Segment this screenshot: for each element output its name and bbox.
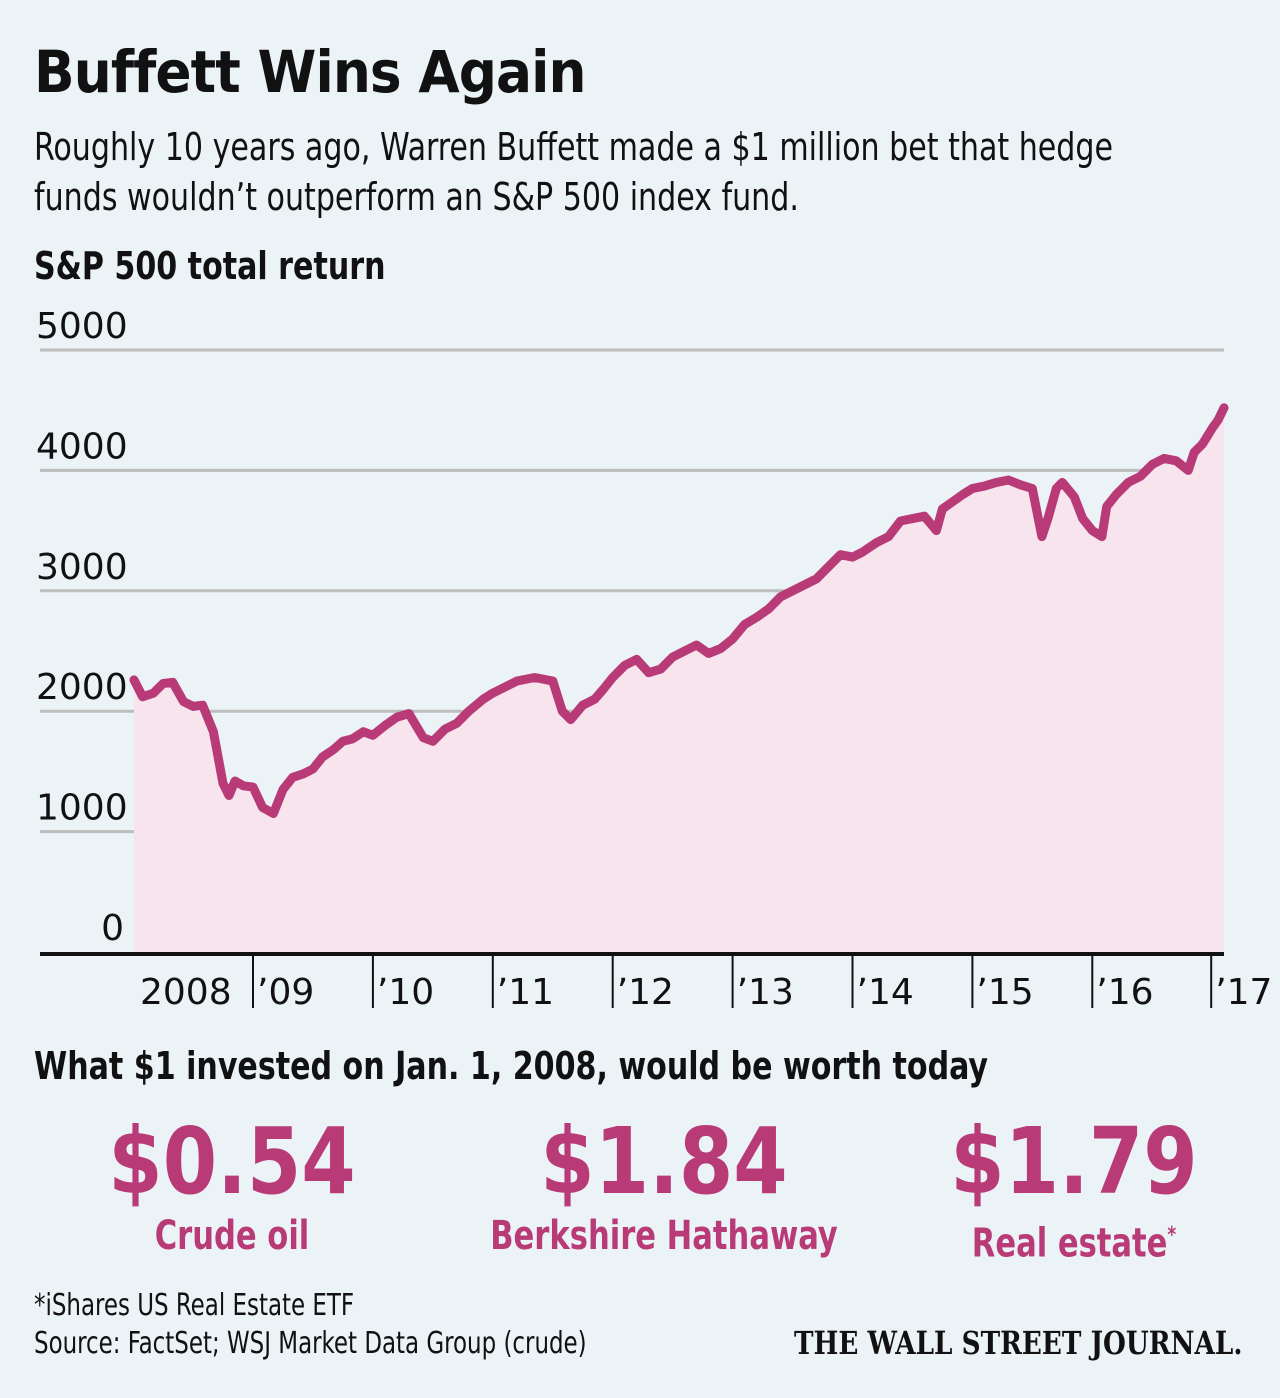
chart-series-label: S&P 500 total return xyxy=(34,244,386,288)
series-line xyxy=(129,403,1229,818)
x-tick-label: ’15 xyxy=(976,972,1033,1013)
stat-label: Berkshire Hathaway xyxy=(477,1212,851,1260)
footnote: *iShares US Real Estate ETF xyxy=(34,1288,355,1323)
x-tick-label: ’09 xyxy=(257,972,314,1013)
y-axis-ticks: 0 1000 2000 3000 4000 5000 xyxy=(36,306,128,949)
stat-label: Crude oil xyxy=(105,1212,360,1260)
stat-crude-oil: $0.54 Crude oil xyxy=(82,1112,382,1260)
x-tick-label: ’10 xyxy=(377,972,434,1013)
chart-subtitle: Roughly 10 years ago, Warren Buffett mad… xyxy=(34,125,1114,219)
source-note: Source: FactSet; WSJ Market Data Group (… xyxy=(34,1326,587,1361)
y-tick-label: 0 xyxy=(101,908,124,949)
stat-label-text: Crude oil xyxy=(154,1213,310,1259)
line-chart: 0 1000 2000 3000 4000 5000 2008 ’09 ’10 ’11 ’12 ’1… xyxy=(36,306,1272,1013)
stat-berkshire: $1.84 Berkshire Hathaway xyxy=(444,1112,884,1260)
y-tick-label: 5000 xyxy=(36,306,128,347)
x-tick-label: ’17 xyxy=(1215,972,1272,1013)
stat-value: $0.54 xyxy=(108,1108,356,1215)
x-tick-label: 2008 xyxy=(140,972,232,1013)
area-fill xyxy=(134,407,1224,952)
y-tick-label: 2000 xyxy=(36,667,128,708)
y-tick-label: 3000 xyxy=(36,547,128,588)
x-axis-ticks: 2008 ’09 ’10 ’11 ’12 ’13 ’14 ’15 ’16 ’17 xyxy=(140,954,1272,1013)
x-tick-label: ’11 xyxy=(497,972,554,1013)
y-tick-label: 1000 xyxy=(36,788,128,829)
x-tick-label: ’16 xyxy=(1096,972,1153,1013)
stat-value: $1.79 xyxy=(950,1108,1198,1215)
chart-title: Buffett Wins Again xyxy=(34,38,586,106)
worth-heading: What $1 invested on Jan. 1, 2008, would … xyxy=(34,1044,989,1088)
x-tick-label: ’14 xyxy=(857,972,914,1013)
stat-label: Real estate* xyxy=(938,1212,1210,1267)
stat-value: $1.84 xyxy=(540,1108,788,1215)
footnote-marker: * xyxy=(1167,1223,1177,1248)
y-tick-label: 4000 xyxy=(36,426,128,467)
stat-real-estate: $1.79 Real estate* xyxy=(914,1112,1234,1267)
stat-label-text: Berkshire Hathaway xyxy=(490,1213,838,1259)
stat-label-text: Real estate xyxy=(971,1220,1168,1267)
x-tick-label: ’13 xyxy=(737,972,794,1013)
x-tick-label: ’12 xyxy=(617,972,674,1013)
wsj-logo: THE WALL STREET JOURNAL. xyxy=(794,1324,1243,1362)
